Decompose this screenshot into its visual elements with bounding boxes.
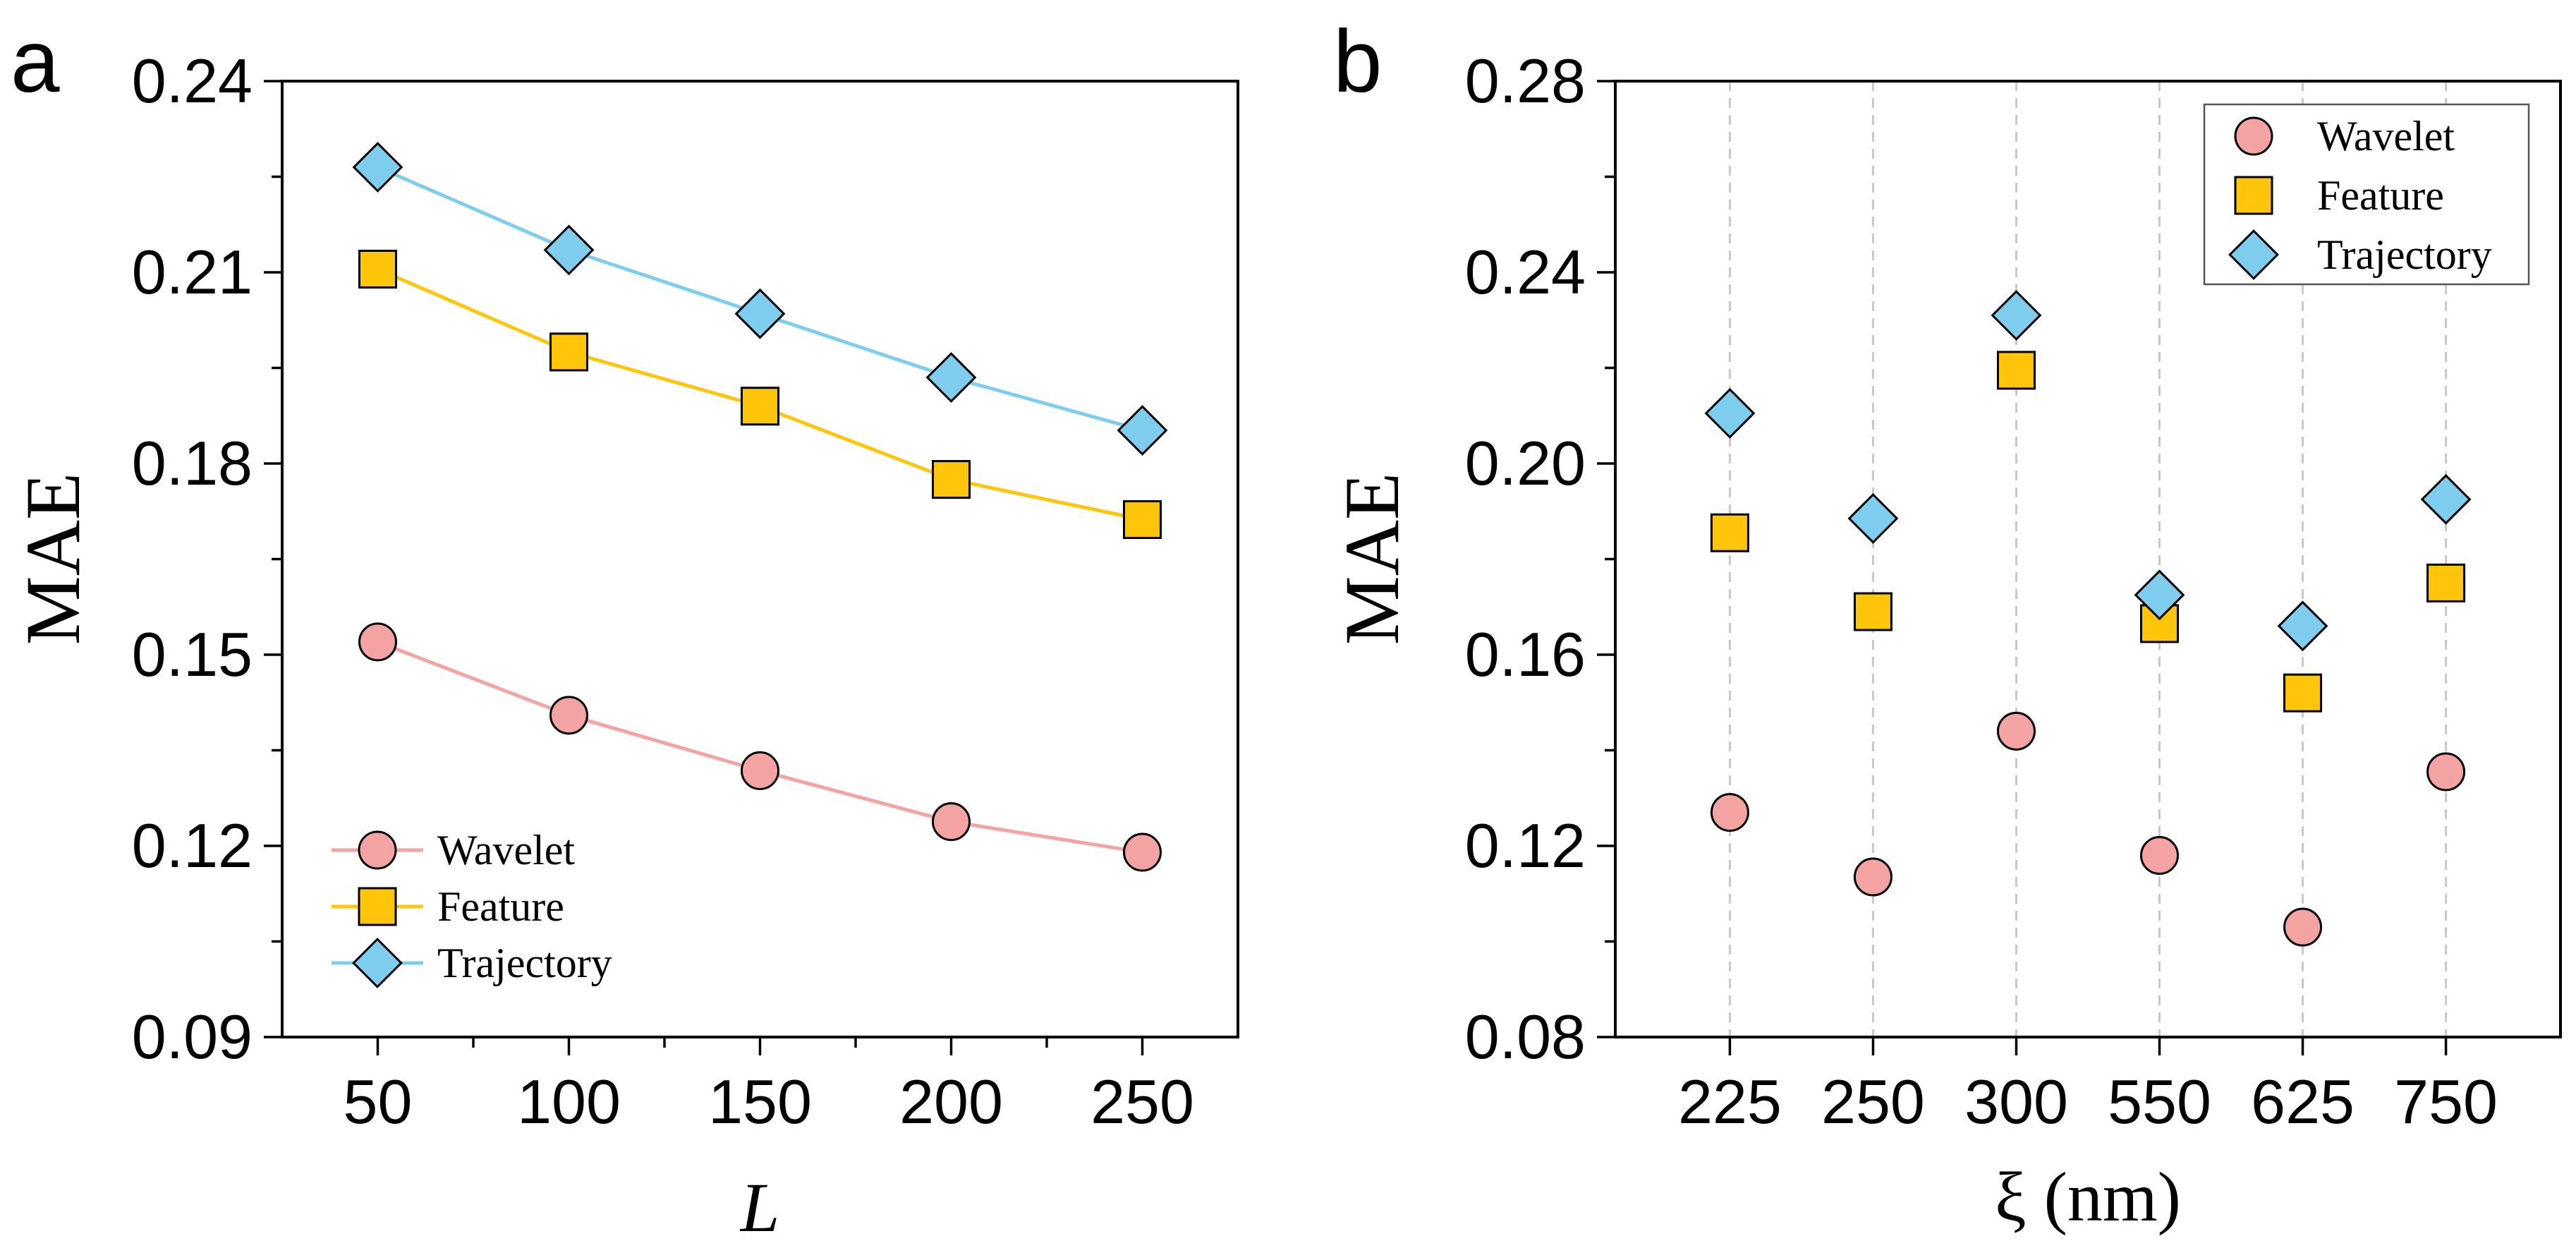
data-point (2140, 836, 2180, 876)
plot-frame (1614, 80, 2562, 1038)
legend-label: Trajectory (2317, 231, 2492, 278)
x-tick-label: 550 (2108, 1067, 2211, 1137)
data-point (352, 142, 403, 193)
series-wavelet (358, 622, 1162, 872)
series-wavelet (1710, 711, 2466, 947)
y-tick-label: 0.16 (1465, 619, 1586, 689)
panel-label: a (11, 13, 60, 111)
data-point (741, 751, 779, 790)
y-tick-label: 0.09 (132, 1002, 253, 1072)
legend-label: Feature (2317, 172, 2444, 219)
y-tick-label: 0.21 (132, 237, 253, 307)
data-point (2420, 473, 2472, 525)
x-tick-label: 200 (899, 1067, 1003, 1137)
y-tick-label: 0.15 (132, 619, 253, 689)
legend-marker (2234, 176, 2273, 215)
data-point (1710, 793, 1749, 832)
legend-marker (358, 830, 397, 870)
data-point (1847, 492, 1899, 544)
x-tick-label: 250 (1821, 1067, 1925, 1137)
x-tick-label: 225 (1678, 1067, 1782, 1137)
legend-label: Wavelet (437, 827, 575, 873)
legend-label: Wavelet (2317, 113, 2455, 159)
y-tick-label: 0.08 (1465, 1002, 1586, 1072)
data-point (1996, 711, 2036, 751)
data-point (2277, 600, 2328, 652)
x-tick-label: 100 (517, 1067, 621, 1137)
data-point (1123, 499, 1162, 539)
legend-marker (2228, 229, 2279, 280)
series-feature (358, 249, 1162, 539)
data-point (543, 224, 595, 276)
legend-label: Feature (437, 883, 564, 930)
data-point (1710, 513, 1749, 552)
y-tick-label: 0.12 (132, 811, 253, 880)
data-point (1123, 832, 1162, 872)
x-axis-label: ξ (nm) (1995, 1158, 2181, 1236)
y-tick-label: 0.20 (1465, 428, 1586, 498)
data-point (932, 460, 971, 499)
data-point (2283, 673, 2323, 713)
legend-marker (352, 938, 403, 988)
y-tick-label: 0.24 (132, 46, 253, 116)
data-point (358, 622, 397, 662)
data-point (1704, 387, 1756, 439)
y-tick-label: 0.18 (132, 428, 253, 498)
data-point (358, 249, 397, 289)
x-tick-label: 250 (1090, 1067, 1194, 1137)
series-line (377, 640, 1143, 854)
panel-b: 0.08 0.12 0.16 0.20 0.24 0.28 225 250 300 550 625 7… (1329, 13, 2562, 1236)
panel-a: 0.09 0.12 0.15 0.18 0.21 0.24 50 100 150 200 250 Wa… (10, 13, 1239, 1247)
y-tick-label: 0.12 (1465, 811, 1586, 880)
data-point (1853, 857, 1892, 897)
y-tick-label: 0.28 (1465, 46, 1586, 116)
data-point (734, 288, 786, 339)
data-point (2426, 563, 2466, 602)
x-tick-label: 625 (2251, 1067, 2355, 1137)
data-point (932, 802, 971, 842)
data-point (1991, 290, 2042, 341)
series-trajectory (1704, 290, 2472, 652)
series-feature (1710, 351, 2466, 713)
x-tick-label: 750 (2394, 1067, 2498, 1137)
series-trajectory (352, 142, 1168, 456)
data-point (1117, 405, 1168, 456)
data-point (2426, 752, 2466, 792)
data-point (1853, 592, 1892, 631)
data-point (741, 387, 779, 426)
y-axis-label: MAE (10, 473, 96, 645)
data-point (2134, 569, 2185, 621)
y-tick-label: 0.24 (1465, 237, 1586, 307)
legend-label: Trajectory (437, 940, 612, 986)
legend-marker (2234, 116, 2273, 156)
x-tick-label: 50 (344, 1067, 413, 1137)
data-point (549, 696, 588, 735)
data-point (2283, 907, 2323, 947)
x-tick-label: 150 (708, 1067, 812, 1137)
y-axis-label: MAE (1329, 473, 1415, 645)
legend-marker (358, 887, 397, 926)
x-tick-label: 300 (1964, 1067, 2068, 1137)
x-axis-label: L (739, 1168, 780, 1247)
data-point (1996, 351, 2036, 390)
data-point (549, 332, 588, 372)
data-point (925, 352, 977, 403)
plot-frame (281, 80, 1239, 1038)
panel-label: b (1333, 13, 1383, 111)
